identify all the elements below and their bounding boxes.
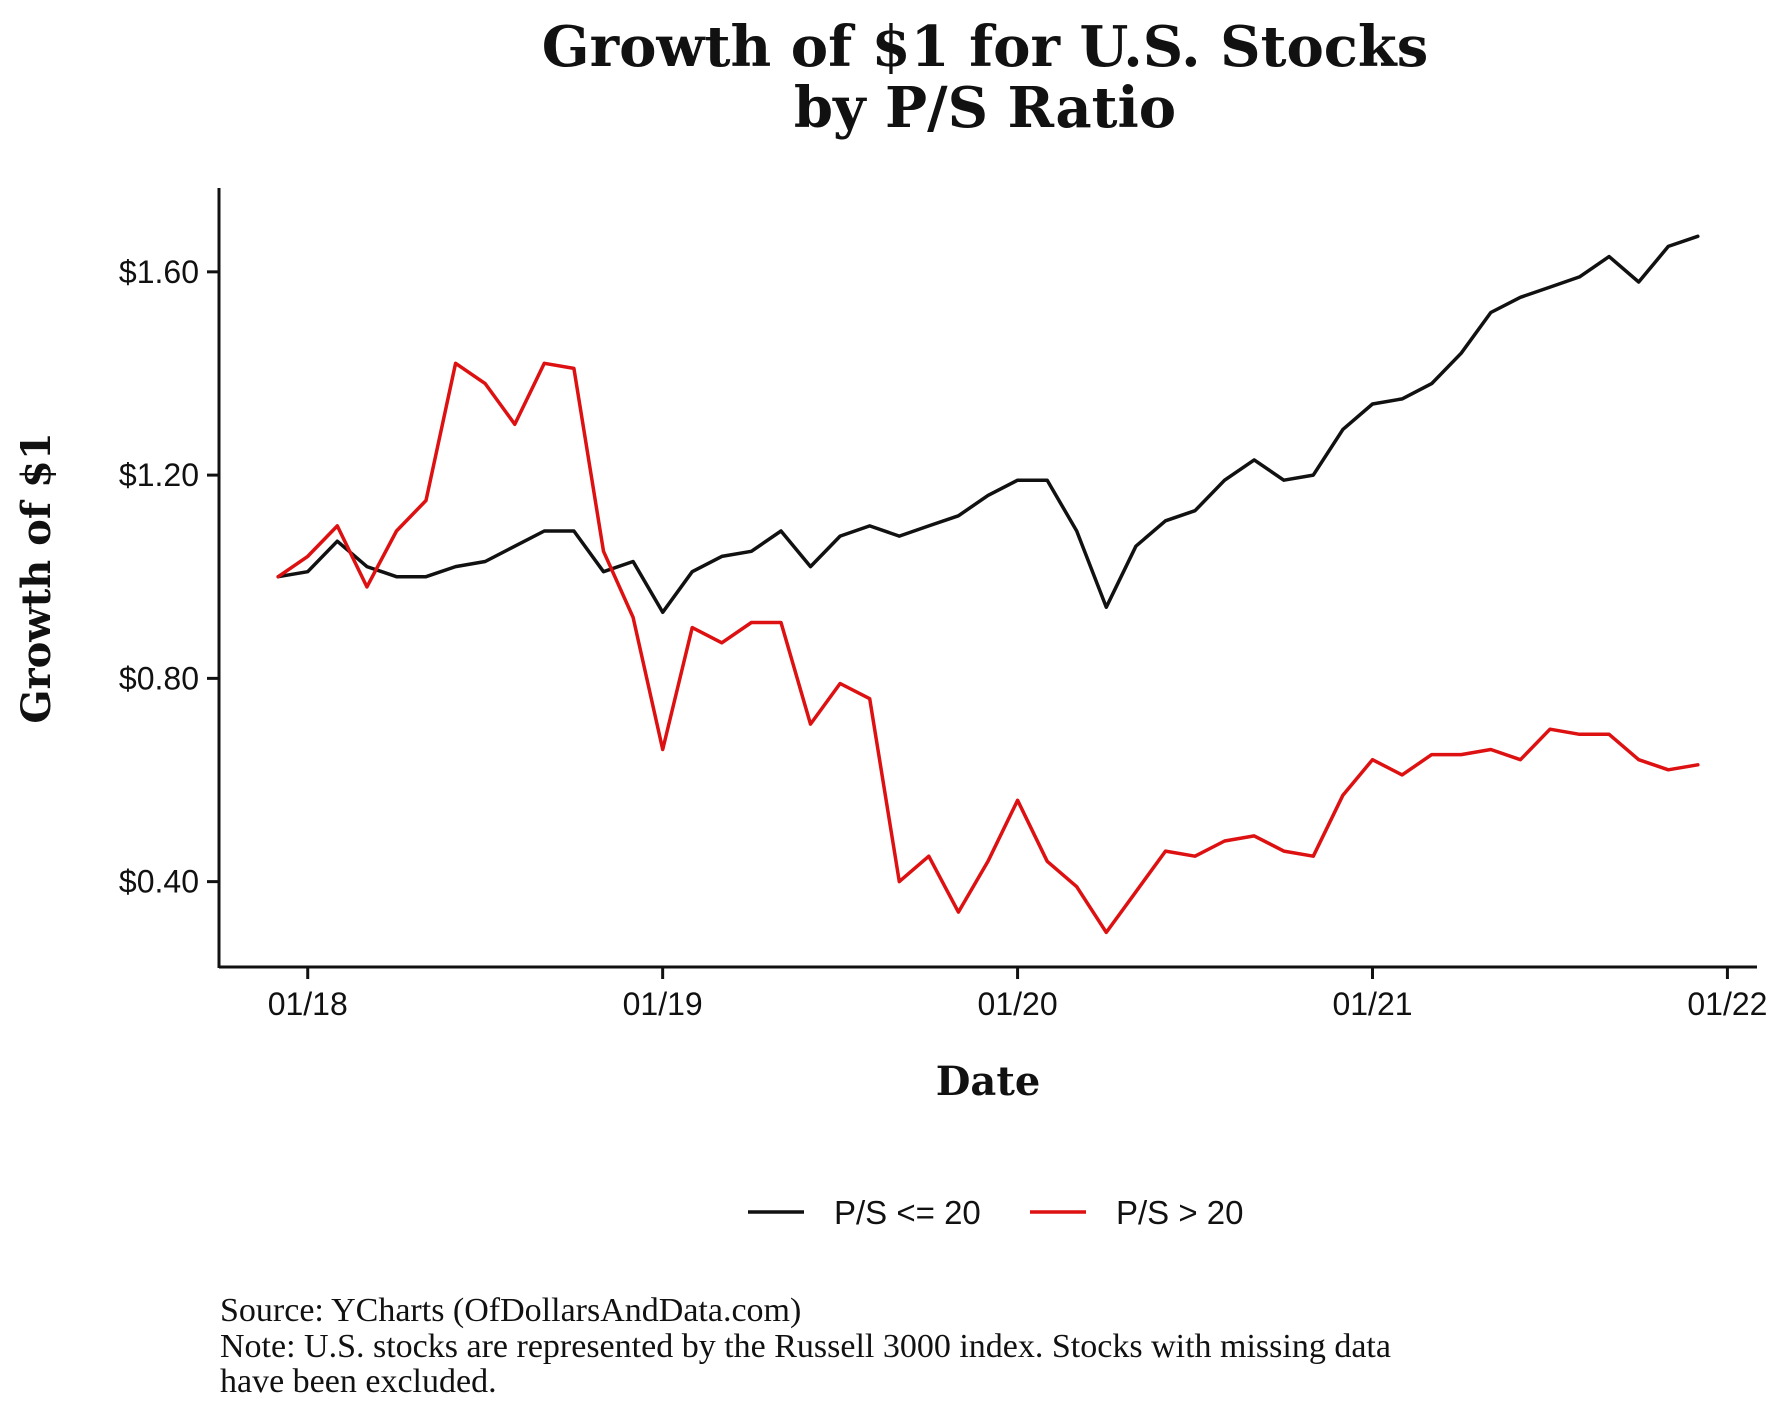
x-tick-label: 01/19 [623,986,703,1022]
source-text: Source: YCharts (OfDollarsAndData.com) [220,1292,801,1329]
series-line-p-s-20 [276,361,1700,935]
legend-label: P/S > 20 [1116,1194,1244,1231]
source-note: Source: YCharts (OfDollarsAndData.com) N… [220,1292,1391,1400]
chart-title: Growth of $1 for U.S. Stocks by P/S Rati… [542,14,1428,141]
series-layer [276,234,1700,935]
series-line-p-s-20 [276,234,1700,615]
x-tick-label: 01/20 [978,986,1058,1022]
y-axis-ticks: $0.40 $0.80 $1.20 $1.60 [119,254,219,900]
x-axis-title: Date [936,1058,1041,1105]
legend: P/S <= 20 P/S > 20 [748,1194,1244,1231]
y-tick-label: $0.40 [119,864,199,900]
y-tick-label: $1.60 [119,254,199,290]
y-axis-title: Growth of $1 [13,432,60,723]
legend-item: P/S <= 20 [748,1194,981,1231]
y-tick-label: $0.80 [119,660,199,696]
x-tick-label: 01/21 [1332,986,1412,1022]
note-text-line-2: have been excluded. [220,1363,497,1400]
x-tick-label: 01/22 [1687,986,1767,1022]
note-text-line-1: Note: U.S. stocks are represented by the… [220,1328,1391,1365]
chart-title-line-1: Growth of $1 for U.S. Stocks [542,14,1428,80]
legend-item: P/S > 20 [1030,1194,1244,1231]
x-axis-ticks: 01/18 01/19 01/20 01/21 01/22 [268,967,1767,1022]
x-tick-label: 01/18 [268,986,348,1022]
legend-label: P/S <= 20 [834,1194,981,1231]
chart-title-line-2: by P/S Ratio [794,75,1176,141]
y-tick-label: $1.20 [119,457,199,493]
